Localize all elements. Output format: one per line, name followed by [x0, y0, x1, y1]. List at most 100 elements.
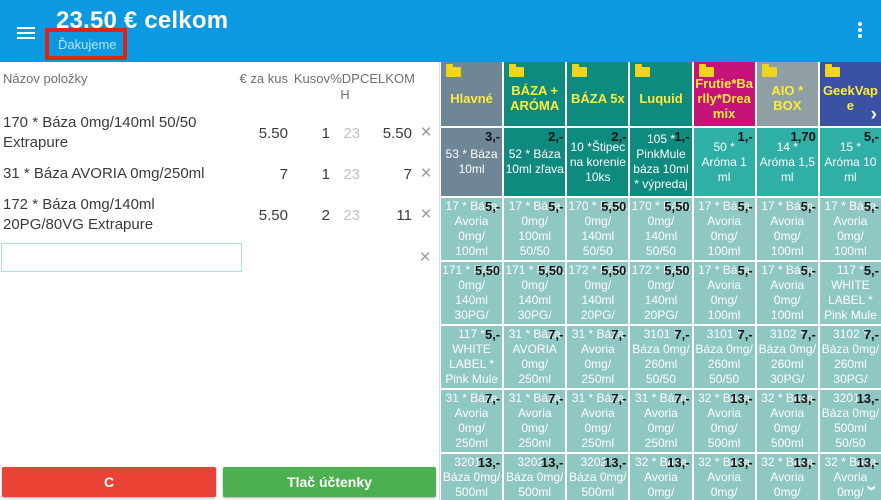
- product-button[interactable]: 7,- 31 * Báza AVORIA 0mg/ 250ml: [504, 326, 566, 388]
- product-name: 52 * Báza 10ml zľava: [505, 147, 564, 176]
- product-button[interactable]: 13,-3201 * Báza 0mg/ 500ml 50/50: [441, 454, 503, 500]
- receipt-item-row[interactable]: 172 * Báza 0mg/140ml 20PG/80VG Extrapure…: [0, 185, 439, 235]
- product-price: 1,-: [737, 129, 753, 144]
- product-panel: Hlavné BÁZA + ARÓMA BÁZA 5x Luquid Frutie*Ba…: [440, 62, 881, 500]
- category-tab-label: GeekVape: [822, 83, 878, 113]
- product-button[interactable]: 13,-32 * Báza Avoria 0mg/ 500ml: [693, 390, 755, 452]
- product-button[interactable]: 7,- 31 * Báza Avoria 0mg/ 250ml: [567, 326, 629, 388]
- product-name: 170 * Báza 0mg/ 140ml 50/50: [631, 199, 691, 258]
- product-button[interactable]: 5,- 17 * Báza Avoria 0mg/ 100ml: [441, 198, 503, 260]
- product-name: 172 * Báza 0mg/ 140ml 20PG/: [568, 263, 628, 322]
- product-name: 3201 * Báza 0mg/ 500ml 50/50: [442, 455, 501, 499]
- category-tab-label: BÁZA + ARÓMA: [510, 83, 560, 113]
- tabs-more-icon[interactable]: ›: [870, 104, 877, 125]
- product-button[interactable]: 7,- 31 * Báza Avoria 0mg/ 250ml: [567, 390, 629, 452]
- product-button[interactable]: 7,- 31 * Báza Avoria 0mg/ 250ml: [630, 390, 692, 452]
- product-button[interactable]: 7,- 3102 * Báza 0mg/ 260ml 30PG/: [819, 326, 881, 388]
- item-qty: 1: [321, 165, 330, 183]
- product-button[interactable]: 5,- 17 * Báza Avoria 0mg/ 100ml: [756, 198, 818, 260]
- product-price: 5,50: [537, 263, 564, 278]
- product-button[interactable]: 1,- 105 * PinkMule báza 10ml * výpredaj: [630, 128, 692, 196]
- product-button[interactable]: 5,- 17 * Báza Avoria 0mg/ 100ml: [693, 262, 755, 324]
- product-name: 32 * Báza Avoria 0mg/ 500ml: [761, 391, 814, 450]
- product-name: 32 * Báza Avoria 0mg/ 500ml: [824, 455, 877, 499]
- item-total: 5.50: [382, 124, 412, 142]
- product-price: 13,-: [730, 455, 753, 470]
- category-tab[interactable]: AIO * BOX: [756, 62, 818, 126]
- product-button[interactable]: 5,- 17 * Báza Avoria 0mg/ 100ml: [819, 198, 881, 260]
- product-button[interactable]: 13,-32 * Báza Avoria 0mg/ 500ml: [819, 454, 881, 500]
- category-tab[interactable]: BÁZA 5x: [567, 62, 629, 126]
- folder-icon: [635, 64, 651, 77]
- product-button[interactable]: 7,- 31 * Báza Avoria 0mg/ 250ml: [504, 390, 566, 452]
- category-tab[interactable]: Hlavné: [441, 62, 503, 126]
- product-grid: 3,- 53 * Báza 10ml 2,- 52 * Báza 10ml zľava…: [441, 128, 881, 500]
- product-button[interactable]: 2,- 52 * Báza 10ml zľava: [504, 128, 566, 196]
- product-button[interactable]: 1,- 50 * Aróma 1 ml: [693, 128, 755, 196]
- remove-row-icon[interactable]: ×: [419, 246, 431, 268]
- category-tab[interactable]: Frutie*Barlly*Dreamix: [693, 62, 755, 126]
- product-button[interactable]: 13,-32 * Báza Avoria 0mg/ 500ml: [693, 454, 755, 500]
- product-button[interactable]: 13,-3202 * Báza 0mg/ 500ml 30PG/: [504, 454, 566, 500]
- receipt-item-row[interactable]: 170 * Báza 0mg/140ml 50/50 Extrapure 5.50…: [0, 103, 439, 153]
- item-vat: 23: [343, 206, 360, 224]
- product-button[interactable]: 7,- 3102 * Báza 0mg/ 260ml 30PG/: [756, 326, 818, 388]
- product-button[interactable]: 5,50 172 * Báza 0mg/ 140ml 20PG/: [567, 262, 629, 324]
- col-header-total: CELKOM: [360, 71, 415, 86]
- product-button[interactable]: 5,- 117 * WHITE LABEL * Pink Mule: [819, 262, 881, 324]
- product-button[interactable]: 5,- 17 * Báza Avoria 0mg/ 100ml: [756, 262, 818, 324]
- product-button[interactable]: 13,-32 * Báza Avoria 0mg/ 500ml: [756, 454, 818, 500]
- product-button[interactable]: 5,50 172 * Báza 0mg/ 140ml 20PG/: [630, 262, 692, 324]
- product-button[interactable]: 5,- 117 * WHITE LABEL * Pink Mule: [441, 326, 503, 388]
- category-tab[interactable]: GeekVape: [819, 62, 881, 126]
- product-price: 7,-: [863, 327, 879, 342]
- scroll-down-icon[interactable]: ›: [860, 484, 881, 492]
- product-name: 15 * Aróma 10 ml: [824, 139, 877, 184]
- product-button[interactable]: 13,-32 * Báza Avoria 0mg/ 500ml: [756, 390, 818, 452]
- product-name: 117 * WHITE LABEL * Pink Mule: [824, 263, 877, 322]
- product-button[interactable]: 5,- 17 * Báza Avoria 0mg/ 100ml: [693, 198, 755, 260]
- product-button[interactable]: 13,-3202 * Báza 0mg/ 500ml 30PG/: [567, 454, 629, 500]
- receipt-item-row[interactable]: 31 * Báza AVORIA 0mg/250ml 7 1 23 7 ×: [0, 153, 439, 185]
- product-button[interactable]: 5,50 170 * Báza 0mg/ 140ml 50/50: [567, 198, 629, 260]
- product-button[interactable]: 5,- 17 * Báza 0mg/ 100ml 50/50: [504, 198, 566, 260]
- item-qty: 2: [321, 206, 330, 224]
- new-item-input[interactable]: [1, 243, 242, 272]
- category-tab[interactable]: BÁZA + ARÓMA: [504, 62, 566, 126]
- overflow-menu-icon[interactable]: [853, 22, 867, 42]
- product-price: 1,70: [790, 129, 816, 144]
- item-unit-price: 5.50: [258, 124, 288, 142]
- product-button[interactable]: 3,- 53 * Báza 10ml: [441, 128, 503, 196]
- category-tab-label: Hlavné: [450, 90, 493, 106]
- product-button[interactable]: 13,-3201 * Báza 0mg/ 500ml 50/50: [819, 390, 881, 452]
- product-button[interactable]: 2,- 10 *Štipec na korenie 10ks: [567, 128, 629, 196]
- product-name: 17 * Báza Avoria 0mg/ 100ml: [698, 263, 751, 322]
- hamburger-menu-icon[interactable]: [17, 25, 35, 39]
- product-name: 3102 * Báza 0mg/ 260ml 30PG/: [821, 327, 880, 386]
- print-receipt-button[interactable]: Tlač účtenky: [223, 467, 436, 497]
- category-tab[interactable]: Luquid: [630, 62, 692, 126]
- product-name: 17 * Báza Avoria 0mg/ 100ml: [761, 263, 814, 322]
- product-price: 2,-: [548, 129, 564, 144]
- product-button[interactable]: 13,-32 * Báza Avoria 0mg/ 500ml: [630, 454, 692, 500]
- product-button[interactable]: 7,- 31 * Báza Avoria 0mg/ 250ml: [441, 390, 503, 452]
- product-price: 7,-: [800, 327, 816, 342]
- product-button[interactable]: 5,50 171 * Báza 0mg/ 140ml 30PG/: [441, 262, 503, 324]
- product-button[interactable]: 5,- 15 * Aróma 10 ml: [819, 128, 881, 196]
- product-button[interactable]: 5,50 171 * Báza 0mg/ 140ml 30PG/: [504, 262, 566, 324]
- product-name: 31 * Báza AVORIA 0mg/ 250ml: [508, 327, 561, 386]
- remove-item-icon[interactable]: ×: [420, 163, 432, 184]
- appbar-titles: 23.50 € celkom Ďakujeme: [56, 0, 228, 52]
- receipt-table-header: Názov položky € za kus Kusov %DPH CELKOM: [0, 62, 439, 103]
- remove-item-icon[interactable]: ×: [420, 204, 432, 225]
- product-button[interactable]: 7,- 3101 * Báza 0mg/ 260ml 50/50: [630, 326, 692, 388]
- item-name: 172 * Báza 0mg/140ml 20PG/80VG Extrapure: [3, 196, 155, 233]
- product-button[interactable]: 7,- 3101 * Báza 0mg/ 260ml 50/50: [693, 326, 755, 388]
- product-button[interactable]: 1,70 14 * Aróma 1,5 ml: [756, 128, 818, 196]
- status-subtitle: Ďakujeme: [58, 37, 117, 52]
- remove-item-icon[interactable]: ×: [420, 122, 432, 143]
- clear-button[interactable]: C: [2, 467, 216, 497]
- product-name: 50 * Aróma 1 ml: [701, 139, 747, 184]
- product-name: 31 * Báza Avoria 0mg/ 250ml: [571, 327, 624, 386]
- product-button[interactable]: 5,50 170 * Báza 0mg/ 140ml 50/50: [630, 198, 692, 260]
